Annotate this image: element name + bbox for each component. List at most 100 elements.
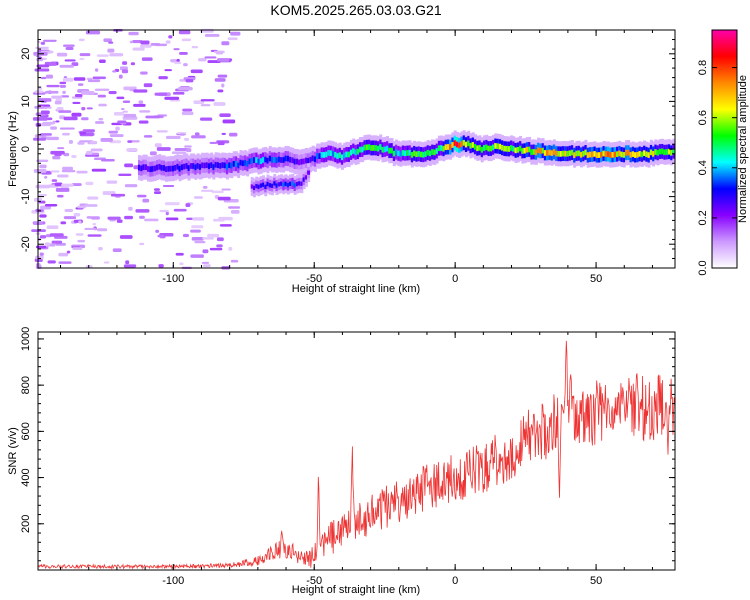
ridge-core-cell (358, 146, 362, 153)
snr-frame (37, 331, 676, 571)
noise-cell (186, 148, 192, 153)
noise-cell (59, 64, 74, 68)
ridge-core-cell (491, 144, 495, 151)
ridge-core-cell (392, 150, 396, 157)
noise-cell (191, 135, 206, 139)
noise-cell (156, 130, 168, 133)
colorbar-tick-label: 0.4 (697, 160, 709, 175)
ridge-core-cell (183, 163, 187, 170)
ridge-core-cell (250, 157, 254, 164)
noise-cell (109, 53, 124, 57)
noise-cell (46, 136, 59, 141)
noise-cell (37, 98, 52, 102)
noise-cell (130, 140, 140, 143)
ridge-core-cell (399, 151, 403, 158)
noise-cell (164, 69, 172, 72)
ridge-core-cell (654, 149, 658, 155)
ridge-core-cell (259, 158, 263, 165)
ridge-core-cell (514, 147, 518, 154)
ridge-core-cell (568, 150, 572, 157)
noise-cell (170, 59, 178, 63)
noise-cell (34, 68, 50, 72)
noise-cell (165, 40, 171, 44)
ridge-core-cell (487, 145, 491, 152)
noise-cell (123, 264, 137, 268)
noise-cell (95, 121, 105, 124)
ridge-core-cell (313, 156, 317, 163)
noise-cell (154, 143, 162, 148)
noise-cell (190, 254, 204, 258)
noise-cell (64, 59, 76, 62)
noise-cell (130, 62, 136, 66)
ridge-core-cell (600, 151, 604, 158)
x-tick-label: -100 (162, 575, 184, 587)
ridge-core-cell (422, 151, 426, 158)
noise-cell (87, 196, 99, 200)
noise-cell (154, 92, 168, 96)
ridge-core-cell (223, 162, 227, 169)
noise-cell (74, 94, 83, 98)
noise-cell (86, 107, 93, 110)
noise-cell (31, 229, 46, 232)
noise-cell (90, 148, 103, 152)
ridge-core-cell (300, 158, 304, 165)
snr-ticks: -100 -50 0 50 200 400 600 800 1000 (20, 327, 675, 587)
ridge-core-cell (433, 149, 437, 156)
ridge-core-cell (228, 162, 232, 169)
ridge-core-cell (291, 181, 295, 186)
ridge-core-cell (234, 160, 238, 167)
ridge-core-cell (408, 149, 412, 156)
ridge-core-cell (325, 151, 329, 158)
noise-cell (33, 168, 47, 173)
ridge-core-cell (160, 164, 164, 171)
noise-cell (34, 105, 45, 109)
noise-cell (94, 68, 99, 72)
noise-cell (119, 235, 133, 239)
noise-cell (141, 57, 153, 61)
noise-cell (153, 188, 160, 191)
noise-cell (77, 83, 84, 86)
ridge-core-cell (146, 166, 150, 172)
ridge-core-cell (620, 151, 624, 158)
noise-cell (92, 222, 97, 226)
noise-cell (51, 95, 63, 99)
noise-cell (66, 250, 71, 254)
noise-cell (81, 90, 95, 95)
noise-cell (158, 264, 164, 268)
noise-cell (143, 83, 153, 88)
ridge-core-cell (469, 142, 473, 149)
noise-cell (149, 151, 157, 156)
noise-cell (153, 191, 162, 194)
noise-cell (76, 170, 88, 174)
y-tick-label: -20 (20, 236, 32, 252)
noise-cell (126, 148, 138, 152)
ridge-core-cell (672, 148, 676, 155)
noise-cell (174, 148, 189, 151)
noise-cell (46, 84, 60, 88)
noise-cell (57, 174, 69, 178)
ridge-core-cell (142, 164, 146, 170)
noise-cell (73, 77, 86, 81)
ridge-core-cell (196, 163, 200, 169)
ridge-core-cell (446, 144, 450, 150)
noise-cell (39, 133, 52, 136)
ridge-core-cell (264, 184, 268, 189)
noise-cell (124, 163, 134, 168)
ridge-core-cell (261, 182, 265, 187)
noise-cell (100, 158, 115, 162)
noise-cell (193, 196, 203, 199)
ridge-core-cell (158, 163, 162, 170)
ridge-core-cell (537, 147, 541, 154)
ridge-core-cell (162, 165, 166, 171)
ridge-core-cell (631, 151, 635, 157)
snr-ylabel: SNR (v/v) (7, 427, 19, 475)
noise-cell (133, 89, 148, 93)
noise-cell (85, 30, 101, 35)
ridge-core-cell (640, 151, 644, 158)
ridge-core-cell (401, 150, 405, 156)
noise-cell (45, 74, 54, 79)
ridge-core-cell (261, 157, 265, 163)
noise-cell (122, 100, 131, 104)
noise-cell (108, 130, 118, 134)
